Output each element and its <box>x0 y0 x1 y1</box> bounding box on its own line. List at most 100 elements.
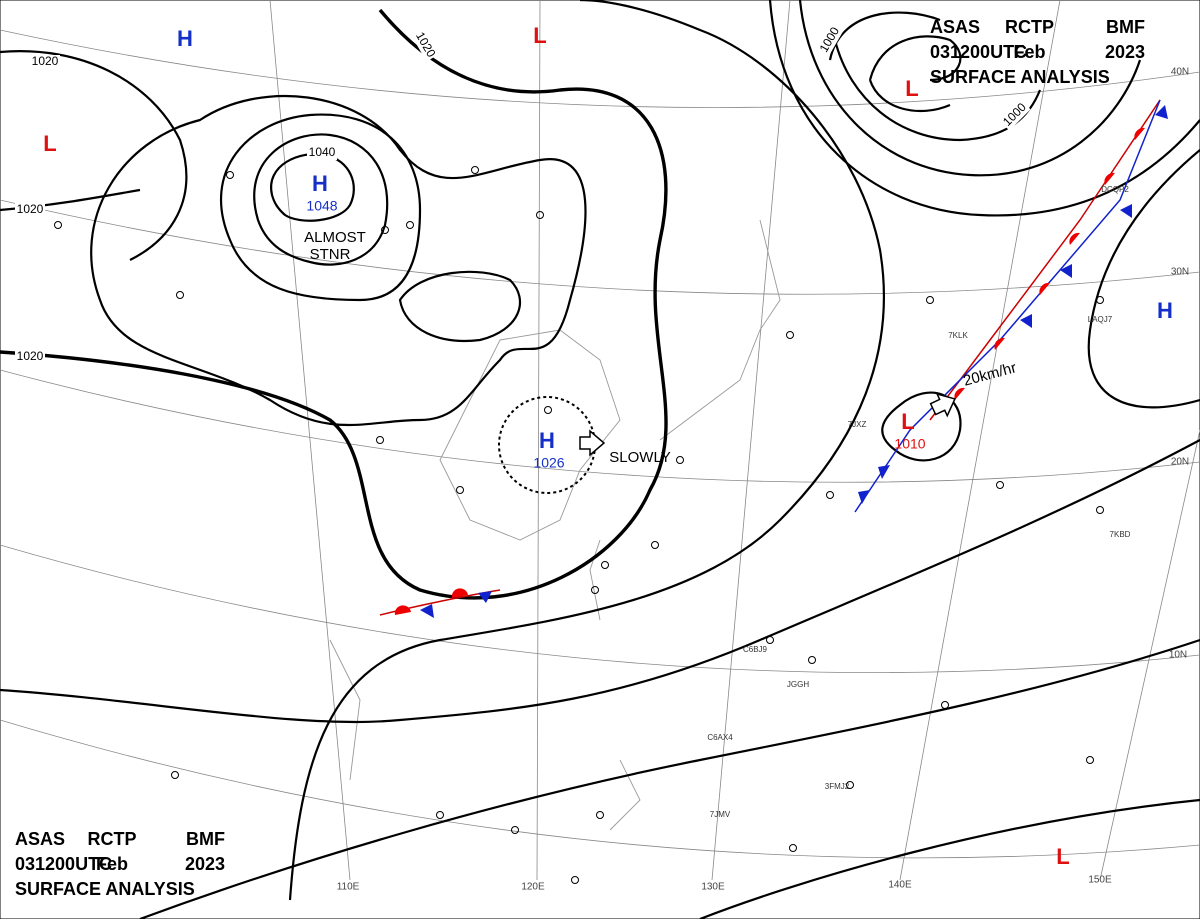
station <box>676 456 684 464</box>
label-bg <box>30 55 60 69</box>
station <box>766 636 774 644</box>
station <box>1096 296 1104 304</box>
latitude-label: 10N <box>1169 650 1187 661</box>
system-symbol: L <box>43 131 56 156</box>
station <box>54 221 62 229</box>
station <box>511 826 519 834</box>
label-bg <box>411 28 439 62</box>
station <box>591 586 599 594</box>
header-text: BMF <box>186 829 225 849</box>
station <box>536 211 544 219</box>
station <box>1096 506 1104 514</box>
label-bg <box>816 23 844 57</box>
ship-id: 7KBD <box>1110 530 1131 539</box>
annotation: STNR <box>310 246 351 263</box>
station <box>1086 756 1094 764</box>
system-symbol: L <box>1056 844 1069 869</box>
isobar-label: 1020 <box>17 349 44 363</box>
station <box>846 781 854 789</box>
station <box>436 811 444 819</box>
station <box>456 486 464 494</box>
header-text: RCTP <box>1005 17 1054 37</box>
isobar <box>139 638 1200 919</box>
parallel <box>0 199 1200 295</box>
system-symbol: L <box>901 409 914 434</box>
system-symbol: H <box>177 26 193 51</box>
station <box>471 166 479 174</box>
meridian <box>269 0 351 881</box>
station <box>544 406 552 414</box>
coastline <box>329 219 781 831</box>
isobar-label: 1020 <box>17 202 44 216</box>
station <box>789 844 797 852</box>
header-text: 031200UTC <box>15 854 112 874</box>
ship-id: 7JMV <box>710 810 731 819</box>
ship-id: JGGH <box>787 680 809 689</box>
station <box>176 291 184 299</box>
graticule <box>0 0 1200 881</box>
ship-id: LAQJ7 <box>1088 315 1113 324</box>
header-text: SURFACE ANALYSIS <box>15 879 195 899</box>
station <box>226 171 234 179</box>
station <box>808 656 816 664</box>
station-plots <box>54 166 1104 884</box>
label-bg <box>15 350 45 364</box>
header-text: BMF <box>1106 17 1145 37</box>
isobar-label: 1040 <box>309 145 336 159</box>
parallel <box>0 719 1200 859</box>
latitude-label: 20N <box>1171 457 1189 468</box>
header-text: 2023 <box>1105 42 1145 62</box>
isobar <box>881 391 962 462</box>
isobar-label: 1020 <box>32 54 59 68</box>
system-symbol: H <box>539 428 555 453</box>
isobar <box>768 0 1200 217</box>
label-bg <box>999 99 1031 131</box>
station <box>826 491 834 499</box>
ship-id: 7KLK <box>948 331 968 340</box>
ship-id: 7JXZ <box>848 420 867 429</box>
station <box>786 331 794 339</box>
fronts <box>379 99 1168 618</box>
ship-id: DCQP2 <box>1101 185 1129 194</box>
ship-id: C6BJ9 <box>743 645 768 654</box>
parallel <box>0 369 1200 483</box>
isobar <box>219 113 422 302</box>
header-text: SURFACE ANALYSIS <box>930 67 1110 87</box>
longitude-label: 140E <box>888 880 912 891</box>
station <box>601 561 609 569</box>
isobar <box>1087 149 1200 409</box>
annotation: ALMOST <box>304 229 366 246</box>
longitude-label: 120E <box>521 882 545 893</box>
meridian <box>536 0 541 881</box>
system-pressure: 1010 <box>894 436 925 452</box>
isobar <box>288 0 885 901</box>
latitude-label: 40N <box>1171 67 1189 78</box>
isobar <box>798 0 1142 177</box>
system-symbol: L <box>905 76 918 101</box>
annotation: SLOWLY <box>609 449 670 466</box>
system-symbol: H <box>312 171 328 196</box>
isobar <box>828 11 962 113</box>
header-text: ASAS <box>15 829 65 849</box>
station <box>926 296 934 304</box>
station <box>571 876 579 884</box>
station <box>171 771 179 779</box>
system-symbol: H <box>1157 298 1173 323</box>
longitude-label: 150E <box>1088 875 1112 886</box>
isobar <box>699 798 1200 919</box>
motion-arrow <box>579 429 606 457</box>
ship-id: C6AX4 <box>707 733 733 742</box>
warm-symbol <box>394 588 468 615</box>
isobar <box>253 133 389 266</box>
system-symbol: L <box>533 23 546 48</box>
isobar <box>270 152 355 222</box>
header-text: RCTP <box>88 829 137 849</box>
longitude-label: 130E <box>701 882 725 893</box>
header-text: 031200UTC <box>930 42 1027 62</box>
station <box>381 226 389 234</box>
station <box>996 481 1004 489</box>
